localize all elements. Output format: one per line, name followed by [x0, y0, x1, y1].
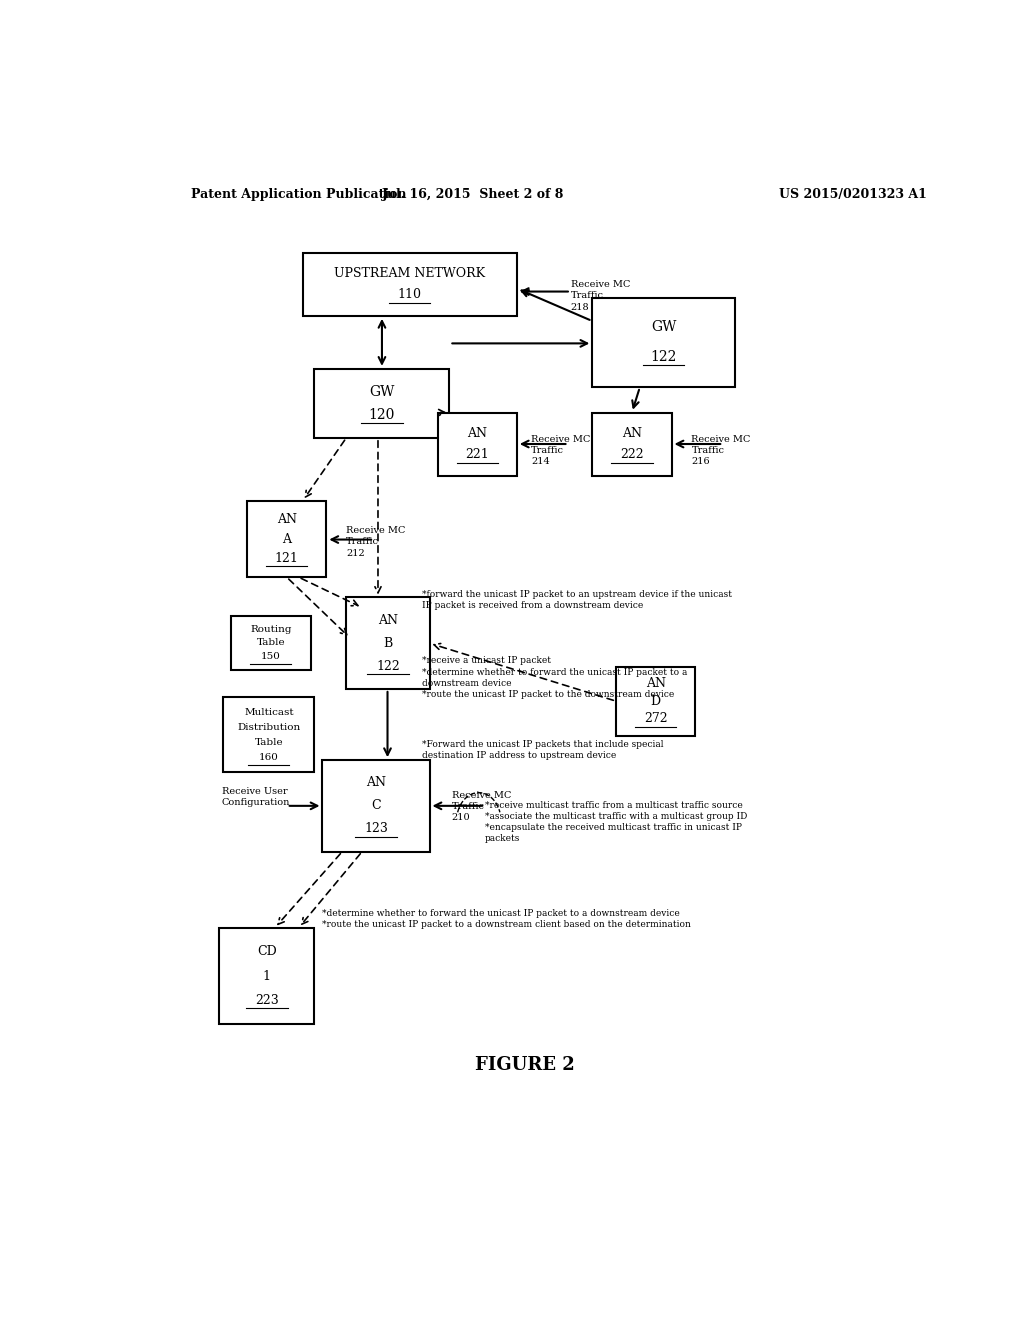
Text: Jul. 16, 2015  Sheet 2 of 8: Jul. 16, 2015 Sheet 2 of 8 — [382, 189, 564, 202]
Text: 122: 122 — [650, 350, 677, 364]
Text: 1: 1 — [263, 970, 271, 982]
Text: Multicast: Multicast — [244, 708, 294, 717]
Text: 110: 110 — [397, 289, 422, 301]
Text: AN: AN — [646, 677, 666, 690]
Text: 223: 223 — [255, 994, 279, 1007]
Text: 121: 121 — [274, 552, 299, 565]
Text: Receive MC
Traffic
214: Receive MC Traffic 214 — [531, 434, 591, 466]
Text: 150: 150 — [261, 652, 281, 661]
Text: Table: Table — [257, 638, 285, 647]
Text: *receive multicast traffic from a multicast traffic source
*associate the multic: *receive multicast traffic from a multic… — [485, 801, 748, 843]
Text: GW: GW — [651, 321, 677, 334]
Text: AN: AN — [622, 426, 642, 440]
Bar — [303, 253, 517, 315]
Text: *Forward the unicast IP packets that include special
destination IP address to u: *Forward the unicast IP packets that inc… — [422, 739, 664, 760]
Bar — [592, 412, 672, 475]
Text: D: D — [650, 694, 660, 708]
Text: AN: AN — [366, 776, 386, 789]
Text: 122: 122 — [376, 660, 399, 673]
Text: UPSTREAM NETWORK: UPSTREAM NETWORK — [334, 268, 485, 280]
Bar — [223, 697, 314, 772]
Bar — [346, 598, 430, 689]
Text: Table: Table — [255, 738, 284, 747]
Text: 120: 120 — [369, 408, 395, 422]
Text: AN: AN — [378, 614, 398, 627]
Bar — [616, 667, 695, 735]
Text: 221: 221 — [465, 447, 489, 461]
Text: 272: 272 — [644, 711, 668, 725]
Text: US 2015/0201323 A1: US 2015/0201323 A1 — [778, 189, 927, 202]
Text: GW: GW — [370, 385, 394, 399]
Bar — [247, 500, 327, 577]
Text: AN: AN — [467, 426, 487, 440]
Text: Receive MC
Traffic
218: Receive MC Traffic 218 — [570, 280, 630, 312]
Text: C: C — [371, 800, 381, 812]
Text: CD: CD — [257, 945, 276, 958]
Text: FIGURE 2: FIGURE 2 — [475, 1056, 574, 1074]
Bar — [314, 368, 450, 438]
Bar — [219, 928, 314, 1024]
Text: Receive MC
Traffic
216: Receive MC Traffic 216 — [691, 434, 751, 466]
Text: 123: 123 — [365, 822, 388, 836]
Bar — [437, 412, 517, 475]
Text: *determine whether to forward the unicast IP packet to a downstream device
*rout: *determine whether to forward the unicas… — [323, 908, 691, 928]
Text: Receive MC
Traffic
210: Receive MC Traffic 210 — [452, 791, 511, 822]
Text: Routing: Routing — [250, 624, 292, 634]
Text: 222: 222 — [621, 447, 644, 461]
Text: Receive MC
Traffic
212: Receive MC Traffic 212 — [346, 527, 406, 557]
Text: *forward the unicast IP packet to an upstream device if the unicast
IP packet is: *forward the unicast IP packet to an ups… — [422, 590, 731, 610]
Text: A: A — [283, 532, 291, 545]
Text: B: B — [383, 636, 392, 649]
Bar — [592, 297, 735, 387]
Bar — [323, 760, 430, 851]
Bar — [231, 615, 310, 669]
Text: Patent Application Publication: Patent Application Publication — [191, 189, 407, 202]
Text: *receive a unicast IP packet
*determine whether to forward the unicast IP packet: *receive a unicast IP packet *determine … — [422, 656, 687, 698]
Text: 160: 160 — [259, 752, 279, 762]
Text: Distribution: Distribution — [238, 722, 300, 731]
Text: AN: AN — [276, 513, 297, 527]
Text: Receive User
Configuration: Receive User Configuration — [221, 787, 290, 807]
